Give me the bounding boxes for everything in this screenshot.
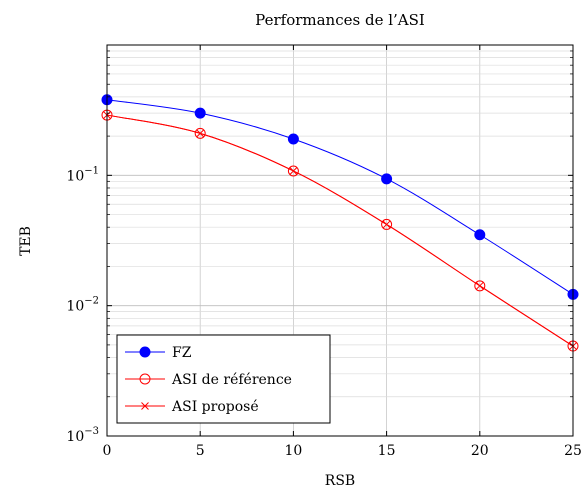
legend-swatch-marker [139,346,151,358]
data-point [287,165,299,177]
legend-swatch-marker [139,373,151,385]
x-axis-label: RSB [325,473,355,489]
data-point [474,229,486,241]
data-point [196,129,205,138]
legend-item: FZ [125,345,192,361]
data-point [474,280,486,292]
legend-label: ASI proposé [171,399,259,415]
x-tick-label: 10 [284,443,302,459]
x-tick-label: 5 [196,443,205,459]
series-0 [101,94,579,300]
y-tick-label: 10−1 [66,165,99,184]
legend-item: ASI proposé [125,399,259,415]
series-1 [101,109,579,352]
data-point [194,107,206,119]
series-2 [103,111,577,350]
x-tick-label: 25 [564,443,582,459]
series-line [106,99,574,295]
y-tick-label: 10−2 [66,296,99,315]
data-point [382,220,391,229]
x-tick-label: 20 [471,443,489,459]
x-tick-label: 0 [103,443,112,459]
data-point [381,173,393,185]
legend-item: ASI de référence [125,372,292,388]
series-line [106,114,574,347]
x-tick-label: 15 [378,443,396,459]
legend-label: ASI de référence [171,372,292,388]
data-point [475,281,484,290]
plot-frame [106,44,574,437]
legend: FZ ASI de référence ASI proposé [116,334,331,424]
data-point [194,127,206,139]
data-point [381,218,393,230]
chart-title: Performances de l’ASI [255,11,425,29]
data-point [289,167,298,175]
data-point [287,133,299,145]
y-tick-label: 10−3 [66,426,99,445]
series-layer [101,94,579,352]
legend-label: FZ [172,345,192,361]
axis-ticks: 0 5 10 15 20 25 10−3 10−2 10−1 [66,45,582,459]
legend-swatch-marker [141,402,149,410]
y-axis-label: TEB [18,226,34,256]
